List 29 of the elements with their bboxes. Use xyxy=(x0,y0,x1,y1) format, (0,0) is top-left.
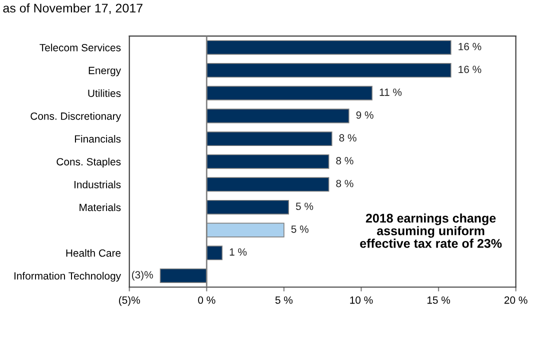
x-tick-label: 20 % xyxy=(504,296,528,304)
y-tick-label: Cons. Staples xyxy=(56,158,121,168)
data-label: 16 % xyxy=(458,42,482,50)
data-label: 16 % xyxy=(458,66,482,74)
data-label: 1 % xyxy=(230,248,247,256)
data-label: 9 % xyxy=(356,111,374,119)
y-tick-label: Financials xyxy=(74,134,121,143)
x-tick-label: 15 % xyxy=(427,296,450,304)
chart-title: as of November 17, 2017 xyxy=(3,3,142,14)
x-tick-label: 0 % xyxy=(198,296,216,304)
y-tick-label: Health Care xyxy=(66,249,121,257)
data-label: 11 % xyxy=(380,88,402,96)
data-label: 8 % xyxy=(339,134,356,142)
y-tick-label: Materials xyxy=(80,203,121,212)
y-tick-label: Industrials xyxy=(74,180,121,188)
y-tick-label: Telecom Services xyxy=(40,44,121,52)
x-tick-label: (5)% xyxy=(119,296,140,306)
data-label: 5 % xyxy=(296,202,314,210)
data-label: 8 % xyxy=(336,157,354,164)
data-label: 5 % xyxy=(291,226,308,233)
annotation: 2018 earnings change assuming uniform effective tax rate of 23% xyxy=(360,213,502,248)
x-tick-label: 10 % xyxy=(350,296,373,304)
x-tick-label: 5 % xyxy=(275,296,293,304)
data-label: 8 % xyxy=(336,180,354,188)
y-tick-label: Information Technology xyxy=(14,272,122,282)
y-tick-label: Cons. Discretionary xyxy=(30,112,122,122)
y-tick-label: Energy xyxy=(88,66,122,76)
data-label: (3)% xyxy=(132,270,153,281)
y-tick-label: Utilities xyxy=(88,89,121,97)
